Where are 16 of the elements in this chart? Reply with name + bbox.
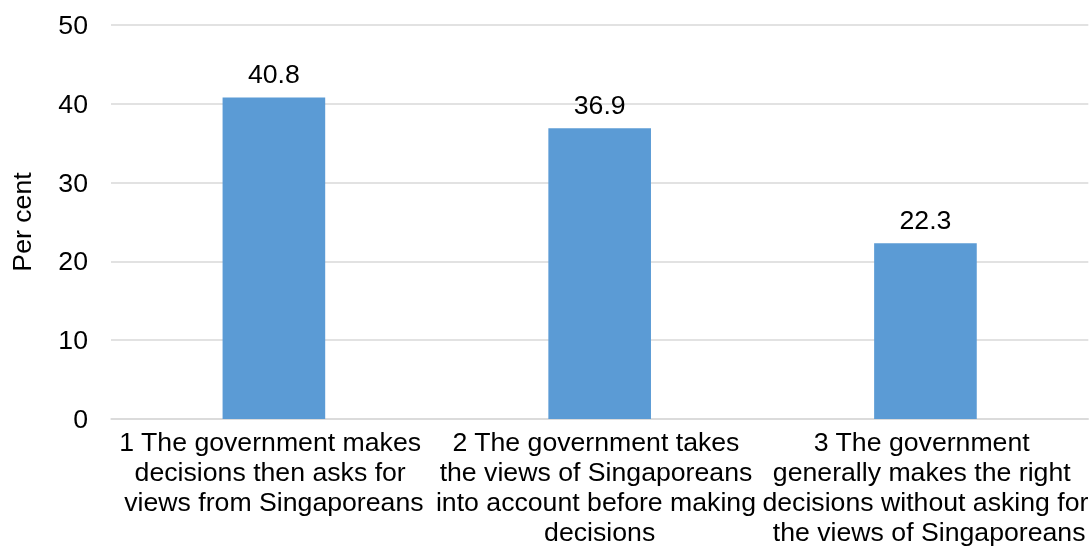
y-tick-label: 20 — [58, 246, 88, 277]
bar — [874, 243, 977, 419]
bar — [222, 97, 326, 419]
data-label: 22.3 — [899, 204, 952, 235]
x-tick-label: 2 The government takes the views of Singaporeans into account before making decisions — [435, 427, 764, 547]
y-tick-label: 40 — [58, 88, 88, 119]
data-label: 40.8 — [247, 59, 300, 89]
y-tick-label: 0 — [73, 404, 88, 434]
y-axis-title: Per cent — [6, 171, 37, 272]
y-tick-label: 50 — [58, 10, 88, 40]
x-tick-label: 3 The government generally makes the right decisions without asking for the views of Singaporeans — [762, 427, 1089, 547]
y-tick-label: 30 — [58, 167, 88, 198]
y-tick-label: 10 — [58, 325, 88, 356]
x-tick-label: 1 The government makes decisions then asks for views from Singaporeans — [119, 427, 429, 517]
data-label: 36.9 — [573, 89, 626, 120]
bar — [548, 128, 651, 419]
